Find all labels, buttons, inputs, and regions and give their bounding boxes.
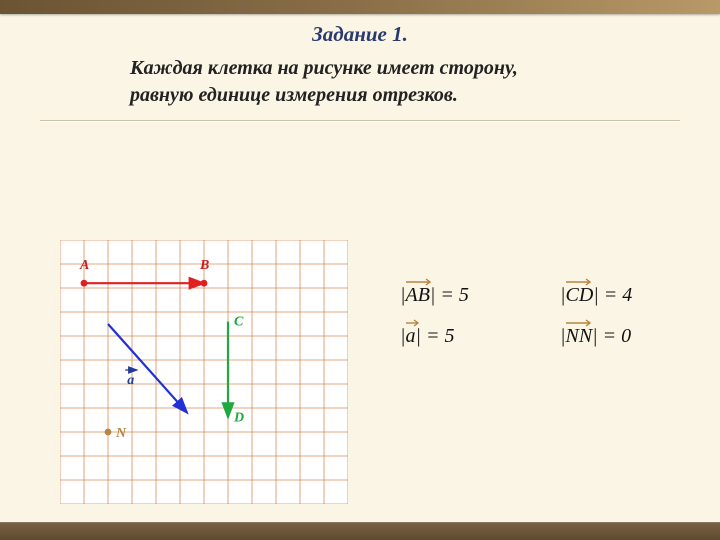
divider — [40, 120, 680, 122]
svg-text:C: C — [234, 315, 244, 330]
eq-text-ab: |AB| = 5 — [400, 284, 469, 306]
equation-ab: |AB| = 5 — [400, 284, 500, 307]
footer-bar — [0, 522, 720, 540]
equation-a: |a| = 5 — [400, 325, 500, 348]
subtitle-line-1: Каждая клетка на рисунке имеет сторону, — [130, 57, 518, 79]
equations-block: |AB| = 5 |CD| = 4 |a| = 5 |NN| = 0 — [400, 284, 660, 366]
grid-svg: A B C D Na — [60, 240, 348, 504]
equation-nn: |NN| = 0 — [560, 325, 660, 348]
svg-text:N: N — [115, 426, 127, 441]
equation-cd: |CD| = 4 — [560, 284, 660, 307]
eq-text-nn: |NN| = 0 — [560, 325, 631, 347]
svg-text:A: A — [79, 258, 89, 273]
svg-text:D: D — [233, 411, 244, 426]
subtitle-line-2: равную единице измерения отрезков. — [130, 84, 458, 106]
eq-text-cd: |CD| = 4 — [560, 284, 632, 306]
task-subtitle: Каждая клетка на рисунке имеет сторону, … — [130, 55, 660, 109]
equation-row-2: |a| = 5 |NN| = 0 — [400, 325, 660, 348]
eq-text-a: |a| = 5 — [400, 325, 455, 347]
svg-text:B: B — [199, 258, 209, 273]
svg-text:a: a — [127, 373, 134, 388]
equation-row-1: |AB| = 5 |CD| = 4 — [400, 284, 660, 307]
task-title: Задание 1. — [312, 22, 408, 47]
vector-grid: A B C D Na — [60, 240, 360, 510]
header-bar — [0, 0, 720, 14]
